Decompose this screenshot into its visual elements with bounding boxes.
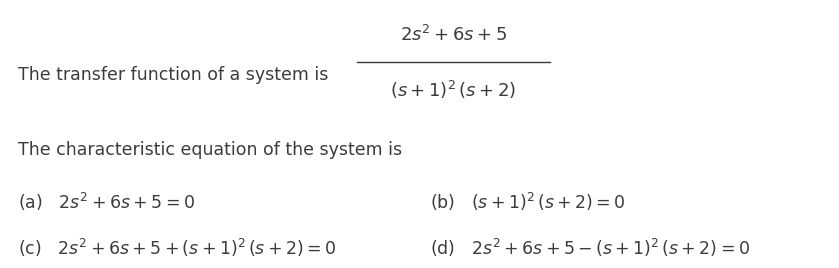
Text: $(s+1)^2\,(s+2)$: $(s+1)^2\,(s+2)$: [390, 79, 516, 101]
Text: (c)   $2s^2 + 6s + 5 + (s+1)^2\,(s+2) = 0$: (c) $2s^2 + 6s + 5 + (s+1)^2\,(s+2) = 0$: [18, 237, 337, 259]
Text: (b)   $(s+1)^2\,(s+2) = 0$: (b) $(s+1)^2\,(s+2) = 0$: [430, 191, 625, 213]
Text: $2s^2 + 6s + 5$: $2s^2 + 6s + 5$: [399, 25, 507, 45]
Text: The transfer function of a system is: The transfer function of a system is: [18, 66, 329, 84]
Text: The characteristic equation of the system is: The characteristic equation of the syste…: [18, 141, 403, 159]
Text: (d)   $2s^2 + 6s + 5 - (s+1)^2\,(s+2) = 0$: (d) $2s^2 + 6s + 5 - (s+1)^2\,(s+2) = 0$: [430, 237, 749, 259]
Text: (a)   $2s^2 + 6s + 5 = 0$: (a) $2s^2 + 6s + 5 = 0$: [18, 191, 195, 213]
